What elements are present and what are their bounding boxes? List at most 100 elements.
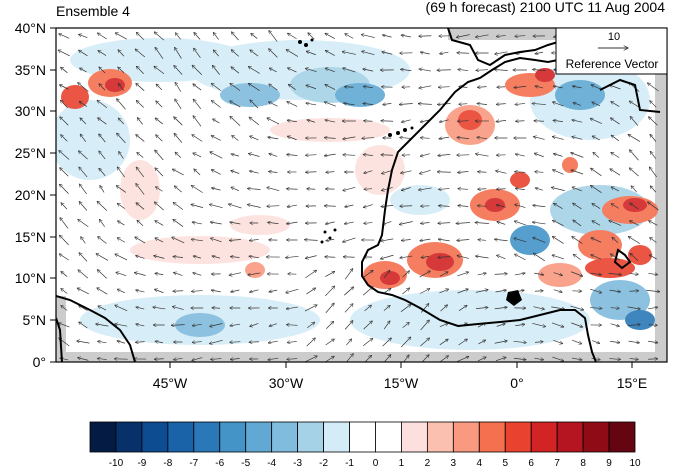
wind-vector: [458, 339, 468, 346]
wind-vector: [648, 325, 658, 326]
wind-vector: [343, 136, 356, 139]
wind-vector: [210, 152, 223, 159]
wind-vector: [61, 135, 68, 142]
colorbar-label: 7: [554, 458, 560, 469]
wind-vector: [383, 103, 392, 104]
lat-label: 20°N: [15, 187, 46, 203]
wind-vector: [552, 255, 565, 260]
wind-vector: [628, 236, 640, 244]
wind-vector: [497, 222, 506, 225]
wind-vector: [306, 51, 316, 56]
wind-vector: [287, 341, 297, 342]
wind-vector: [230, 257, 240, 258]
wind-vector: [59, 184, 69, 195]
wind-vector: [325, 68, 335, 73]
wind-vector: [80, 118, 87, 125]
wind-vector: [439, 289, 448, 294]
wind-vector: [533, 237, 546, 243]
wind-vector: [115, 324, 128, 327]
wind-vector: [611, 187, 620, 192]
wind-vector: [438, 223, 451, 224]
wind-vector: [117, 167, 125, 178]
wind-vector: [191, 185, 203, 193]
wind-vector: [192, 342, 202, 343]
wind-vector: [650, 151, 657, 159]
wind-vector: [213, 50, 219, 57]
wind-vector: [590, 288, 601, 293]
wind-vector: [649, 167, 657, 178]
wind-vector: [230, 116, 241, 127]
wind-vector: [534, 342, 543, 343]
wind-vector: [212, 308, 221, 309]
wind-vector: [248, 67, 260, 74]
wind-vector: [648, 273, 657, 274]
wind-vector: [514, 273, 525, 275]
wind-vector: [496, 35, 506, 36]
wind-vector: [155, 221, 164, 226]
wind-vector: [249, 153, 260, 157]
colorbar-swatch: [375, 421, 402, 453]
wind-vector: [343, 237, 356, 242]
wind-vector: [438, 239, 450, 241]
wind-vector: [172, 237, 185, 244]
wind-vector: [154, 202, 164, 211]
wind-vector: [590, 118, 603, 124]
wind-vector: [572, 339, 582, 344]
wind-vector: [343, 103, 355, 105]
wind-vector: [382, 35, 392, 38]
wind-vector: [593, 152, 600, 158]
wind-vector: [439, 137, 450, 139]
wind-vector: [630, 221, 639, 226]
wind-vector: [590, 308, 602, 309]
wind-vector: [78, 219, 89, 228]
wind-vector: [401, 170, 412, 173]
lat-label: 30°N: [15, 103, 46, 119]
colorbar-label: -1: [345, 458, 354, 469]
colorbar-label: -5: [241, 458, 250, 469]
wind-vector: [230, 222, 241, 225]
wind-vector: [118, 118, 124, 125]
wind-vector: [308, 33, 315, 40]
wind-vector: [496, 120, 507, 121]
wind-vector: [210, 323, 223, 326]
wind-vector: [477, 357, 486, 362]
wind-vector: [305, 255, 317, 259]
lon-label: 45°W: [153, 375, 188, 391]
wind-vector: [173, 257, 184, 258]
wind-vector: [192, 357, 203, 361]
wind-vector: [79, 253, 88, 262]
wind-vector: [78, 83, 89, 92]
wind-vector: [269, 323, 277, 327]
wind-vector: [438, 87, 450, 88]
wind-vector: [247, 189, 261, 190]
wind-vector: [307, 322, 314, 329]
wind-vector: [118, 67, 125, 74]
wind-vector: [97, 201, 108, 211]
wind-vector: [364, 189, 373, 190]
wind-vector: [458, 305, 467, 311]
wind-vector: [326, 172, 335, 173]
wind-vector: [154, 289, 164, 294]
wind-vector: [79, 322, 88, 329]
wind-vector: [572, 86, 582, 88]
wind-vector: [496, 324, 506, 327]
colorbar-label: 9: [606, 458, 612, 469]
wind-vector: [650, 101, 657, 108]
wind-vector: [269, 290, 278, 292]
wind-vector: [229, 239, 241, 240]
wind-vector: [99, 151, 106, 160]
wind-vector: [58, 50, 70, 57]
wind-vector: [267, 206, 280, 207]
wind-vector: [229, 272, 241, 276]
panel-title-left: Ensemble 4: [56, 3, 130, 19]
wind-vector: [118, 221, 125, 226]
wind-vector: [573, 103, 582, 106]
wind-vector: [553, 102, 564, 107]
wind-vector: [514, 221, 526, 226]
wind-vector: [249, 256, 260, 258]
wind-vector: [571, 170, 584, 175]
missing-data-north: [448, 28, 558, 40]
wind-vector: [287, 205, 298, 207]
wind-vector: [193, 99, 202, 110]
wind-vector: [156, 84, 163, 91]
